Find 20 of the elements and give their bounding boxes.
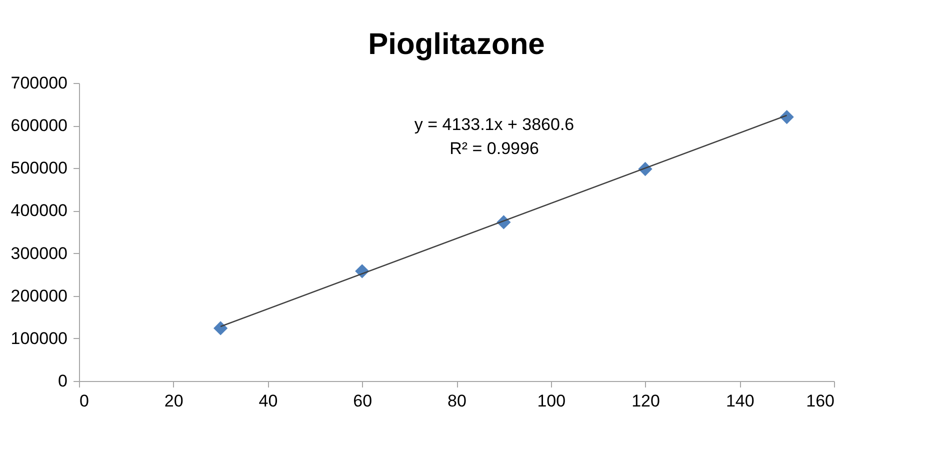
x-tick-label: 120 <box>632 392 660 410</box>
y-tick-label: 0 <box>58 372 68 390</box>
y-tick-label: 700000 <box>10 74 68 92</box>
x-tick-label: 0 <box>80 392 89 410</box>
y-tick-label: 400000 <box>10 201 68 220</box>
x-tick-label: 160 <box>806 392 834 410</box>
x-tick-label: 40 <box>258 392 278 410</box>
y-tick-label: 200000 <box>10 286 68 306</box>
y-tick-label: 500000 <box>10 158 68 178</box>
y-tick-label: 600000 <box>10 116 68 136</box>
annotation: R² = 0.9996 <box>450 139 539 158</box>
x-tick-label: 60 <box>353 392 372 410</box>
x-tick-label: 80 <box>448 392 466 410</box>
y-tick-label: 100000 <box>10 328 68 348</box>
x-tick-label: 20 <box>164 392 184 410</box>
x-tick-label: 100 <box>537 392 566 410</box>
y-tick-label: 300000 <box>10 244 68 263</box>
x-tick-label: 140 <box>726 392 754 410</box>
annotation: y = 4133.1x + 3860.6 <box>414 115 574 134</box>
chart-title: Pioglitazone <box>368 28 545 61</box>
